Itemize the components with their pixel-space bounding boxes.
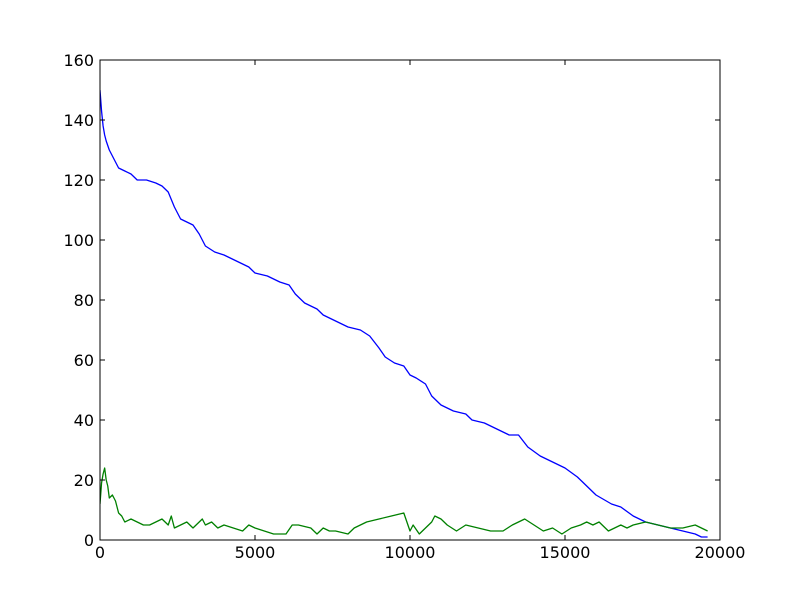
y-tick-label: 60 xyxy=(74,351,94,370)
series-line-2 xyxy=(100,467,708,535)
y-tick-label: 80 xyxy=(74,291,94,310)
x-tick-label: 10000 xyxy=(385,543,436,562)
x-tick-label: 0 xyxy=(95,543,105,562)
x-tick-label: 5000 xyxy=(235,543,276,562)
y-tick-label: 0 xyxy=(84,531,94,550)
y-tick-label: 160 xyxy=(63,51,94,70)
y-tick-label: 20 xyxy=(74,471,94,490)
tick-layer xyxy=(99,59,721,541)
x-tick-label: 20000 xyxy=(695,543,746,562)
y-tick-label: 140 xyxy=(63,111,94,130)
label-layer: 0 5000 10000 15000 20000 0 20 40 60 80 100 120 140 16… xyxy=(63,51,745,562)
plot-frame xyxy=(99,59,721,541)
y-tick-label: 40 xyxy=(74,411,94,430)
y-tick-label: 100 xyxy=(63,231,94,250)
series-line-1 xyxy=(100,89,708,538)
y-tick-label: 120 xyxy=(63,171,94,190)
series-layer xyxy=(100,89,708,538)
x-tick-label: 15000 xyxy=(540,543,591,562)
